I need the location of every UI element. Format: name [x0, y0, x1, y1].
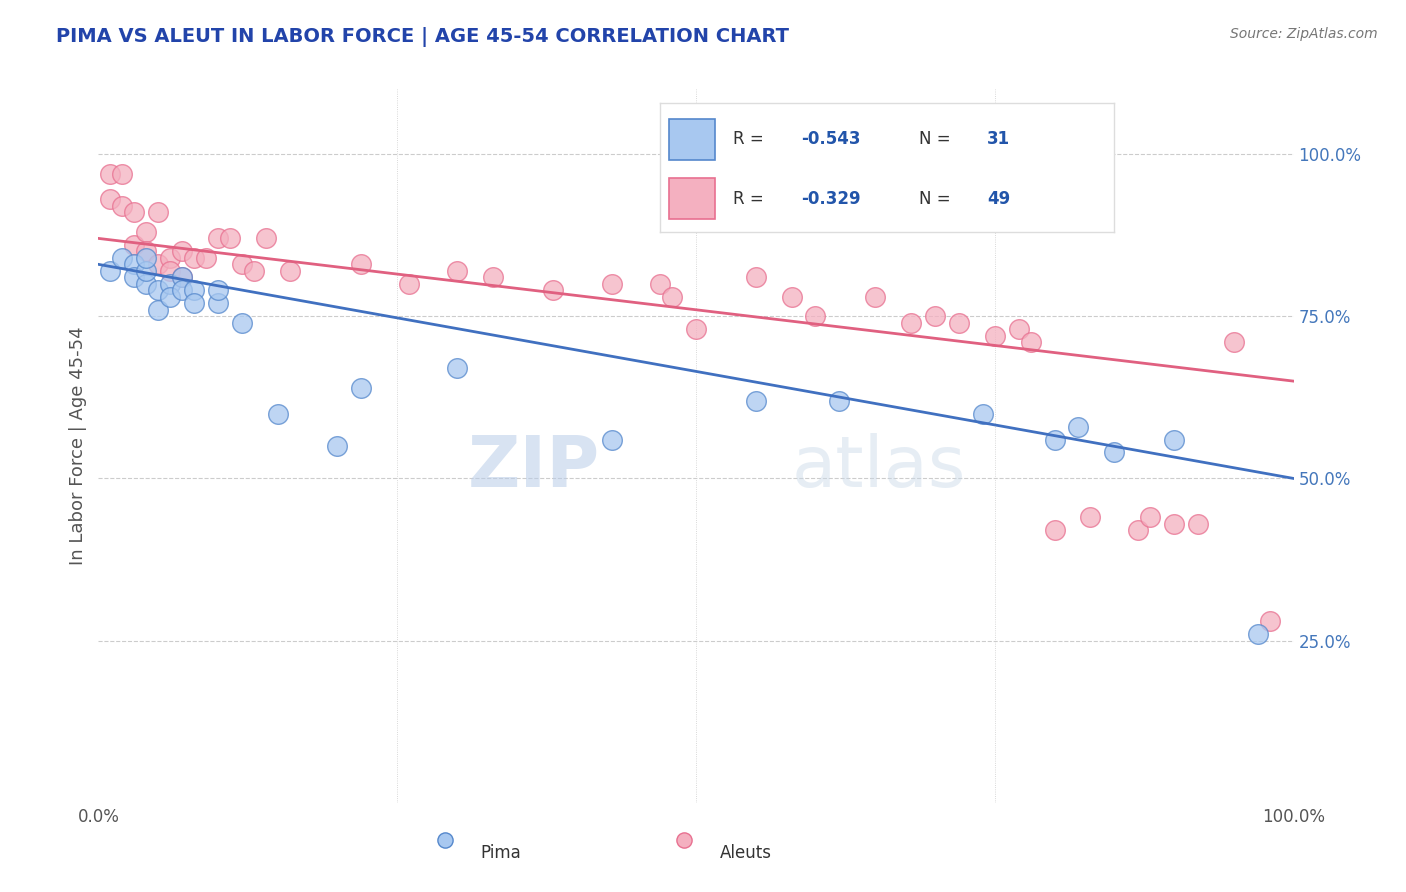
Point: [111, 199, 134, 213]
Point: [780, 290, 803, 304]
Point: [124, 205, 146, 219]
Point: [124, 270, 146, 285]
Point: [124, 238, 146, 252]
Text: Source: ZipAtlas.com: Source: ZipAtlas.com: [1230, 27, 1378, 41]
Point: [648, 277, 672, 291]
Point: [172, 283, 194, 297]
Point: [135, 277, 157, 291]
Point: [172, 244, 194, 259]
Point: [254, 231, 277, 245]
Point: [541, 283, 564, 297]
Point: [1043, 433, 1066, 447]
Point: [481, 270, 505, 285]
Point: [231, 316, 253, 330]
Point: [98, 264, 122, 278]
Point: [183, 251, 205, 265]
Point: [135, 251, 157, 265]
Point: [828, 393, 851, 408]
Point: [278, 264, 301, 278]
Point: [326, 439, 349, 453]
Point: [745, 393, 768, 408]
Point: [602, 433, 624, 447]
Point: [148, 257, 170, 271]
Point: [159, 277, 181, 291]
Text: atlas: atlas: [792, 433, 966, 502]
Point: [1163, 516, 1185, 531]
Point: [1104, 445, 1126, 459]
Point: [1128, 524, 1150, 538]
Point: [135, 244, 157, 259]
Point: [159, 264, 181, 278]
Point: [1043, 524, 1066, 538]
Point: [148, 205, 170, 219]
Point: [231, 257, 253, 271]
Point: [602, 277, 624, 291]
Point: [685, 322, 707, 336]
Point: [159, 290, 181, 304]
Text: Pima: Pima: [481, 844, 522, 862]
Point: [111, 167, 134, 181]
Y-axis label: In Labor Force | Age 45-54: In Labor Force | Age 45-54: [69, 326, 87, 566]
Point: [1258, 614, 1281, 628]
Point: [924, 310, 946, 324]
Point: [98, 193, 122, 207]
Text: Aleuts: Aleuts: [720, 844, 772, 862]
Point: [124, 257, 146, 271]
Point: [948, 316, 970, 330]
Point: [148, 283, 170, 297]
Text: PIMA VS ALEUT IN LABOR FORCE | AGE 45-54 CORRELATION CHART: PIMA VS ALEUT IN LABOR FORCE | AGE 45-54…: [56, 27, 789, 46]
Point: [350, 257, 373, 271]
Point: [135, 264, 157, 278]
Point: [207, 231, 229, 245]
Point: [1223, 335, 1246, 350]
Point: [1067, 419, 1090, 434]
Point: [135, 225, 157, 239]
Point: [159, 251, 181, 265]
Point: [1008, 322, 1031, 336]
Point: [172, 270, 194, 285]
Point: [207, 283, 229, 297]
Point: [98, 167, 122, 181]
Point: [183, 296, 205, 310]
Point: [172, 270, 194, 285]
Point: [148, 302, 170, 317]
Point: [865, 290, 887, 304]
Point: [972, 407, 994, 421]
Point: [1247, 627, 1270, 641]
Point: [745, 270, 768, 285]
Point: [1019, 335, 1042, 350]
Point: [804, 310, 827, 324]
Point: [207, 296, 229, 310]
Point: [900, 316, 922, 330]
Point: [350, 381, 373, 395]
Point: [1139, 510, 1161, 524]
Point: [111, 251, 134, 265]
Point: [446, 264, 468, 278]
Point: [243, 264, 266, 278]
Point: [183, 283, 205, 297]
Point: [398, 277, 420, 291]
Point: [984, 328, 1007, 343]
Text: ZIP: ZIP: [468, 433, 600, 502]
Point: [1163, 433, 1185, 447]
Point: [267, 407, 290, 421]
Point: [661, 290, 683, 304]
Point: [1187, 516, 1209, 531]
Point: [446, 361, 468, 376]
Point: [219, 231, 242, 245]
Point: [1080, 510, 1102, 524]
Point: [195, 251, 218, 265]
